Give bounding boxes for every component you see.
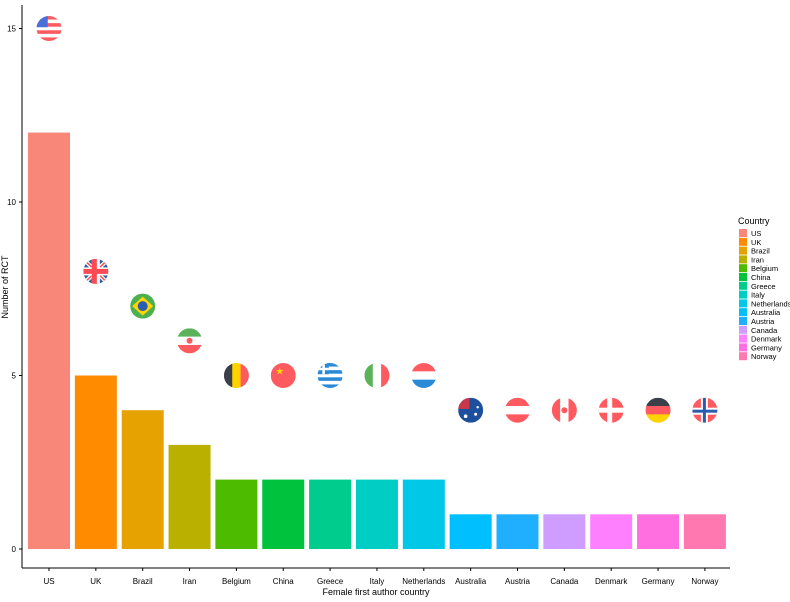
bar-italy [355,479,398,549]
greece-flag-icon [317,363,343,388]
bar-norway [683,514,726,549]
bar-denmark [590,514,633,549]
legend-swatch [739,255,747,264]
legend-label: Austria [751,317,775,326]
x-tick-label: Norway [691,577,718,586]
netherlands-flag-icon [411,363,437,388]
x-tick-label: Italy [370,577,385,586]
iran-flag-icon [177,328,203,354]
australia-flag-icon [458,397,484,423]
germany-flag-icon [645,397,671,423]
y-tick-label: 5 [12,372,17,381]
legend-label: Denmark [751,335,782,344]
norway-flag-icon [692,397,718,423]
legend-label: Brazil [751,247,770,256]
x-tick-label: Iran [183,577,197,586]
legend-swatch [739,325,747,334]
legend-label: Greece [751,282,776,291]
bar-germany [637,514,680,549]
legend-swatch [739,264,747,273]
legend-label: Norway [751,352,777,361]
x-tick-label: Belgium [222,577,251,586]
legend-swatch [739,308,747,317]
x-tick-label: China [273,577,294,586]
bar-canada [543,514,586,549]
bar-greece [309,479,352,549]
y-tick-label: 10 [7,198,16,207]
legend-swatch [739,352,747,361]
legend-swatch [739,317,747,325]
bar-china [262,479,305,549]
legend-label: Belgium [751,264,778,273]
legend-swatch [739,246,747,255]
bar-uk [74,375,117,549]
legend-swatch [739,343,747,352]
austria-flag-icon [505,397,530,423]
y-tick-label: 0 [12,545,17,554]
x-tick-label: Australia [455,577,487,586]
x-tick-label: Netherlands [402,577,445,586]
x-axis-label: Female first author country [322,587,430,597]
legend-label: US [751,229,761,238]
us-flag-icon [36,16,62,41]
x-tick-label: Austria [505,577,530,586]
uk-flag-icon [83,258,109,284]
denmark-flag-icon [598,397,624,423]
x-tick-label: Canada [550,577,579,586]
x-tick-label: Greece [317,577,344,586]
legend-label: China [751,273,771,282]
italy-flag-icon [364,363,390,388]
legend-label: Netherlands [751,299,790,308]
bar-iran [168,444,211,549]
bar-brazil [121,410,164,549]
bar-netherlands [402,479,445,549]
legend-label: Canada [751,326,778,335]
canada-flag-icon [551,397,577,423]
legend-title: Country [738,216,770,226]
china-flag-icon: ★ [270,363,296,388]
legend-swatch [739,299,747,308]
legend-label: Germany [751,343,782,352]
y-tick-label: 15 [7,25,16,34]
brazil-flag-icon [130,293,156,319]
legend-label: Iran [751,255,764,264]
x-tick-label: UK [90,577,102,586]
legend-swatch [739,273,747,281]
x-tick-label: US [43,577,54,586]
legend-swatch [739,229,747,237]
legend-swatch [739,281,747,290]
x-tick-label: Denmark [595,577,628,586]
legend: Country USUKBrazilIranBelgiumChinaGreece… [738,216,790,361]
bar-belgium [215,479,258,549]
bar-us [28,132,70,549]
svg-text:★: ★ [275,367,284,378]
legend-label: Italy [751,291,765,300]
legend-label: Australia [751,308,781,317]
y-axis-label: Number of RCT [0,255,10,319]
legend-swatch [739,237,747,246]
legend-swatch [739,334,747,343]
x-tick-label: Germany [642,577,675,586]
legend-swatch [739,290,747,299]
x-tick-label: Brazil [133,577,153,586]
bar-australia [449,514,492,549]
legend-label: UK [751,238,761,247]
bar-austria [496,514,539,549]
belgium-flag-icon [223,363,249,388]
